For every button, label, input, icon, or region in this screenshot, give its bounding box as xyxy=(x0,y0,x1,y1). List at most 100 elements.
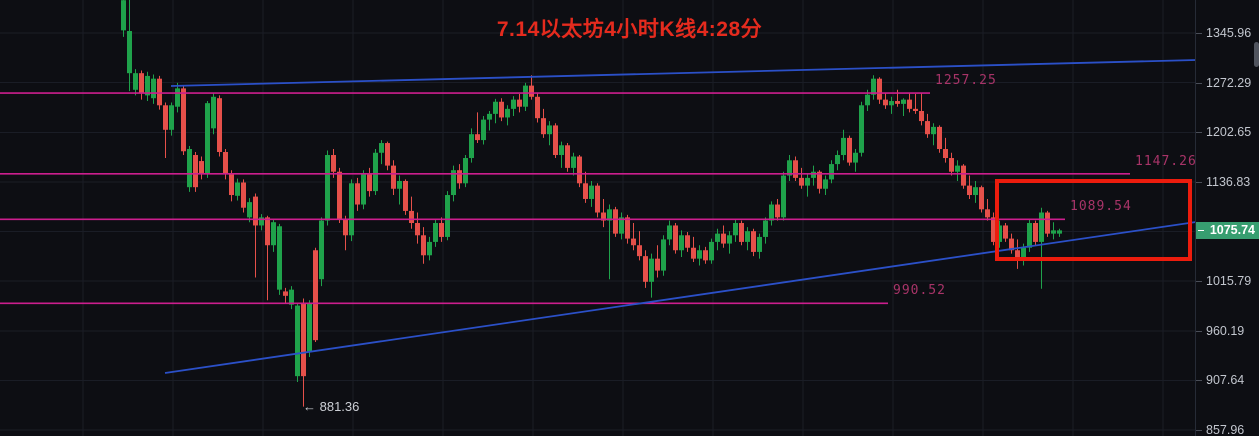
candle-body xyxy=(355,183,360,205)
axis-price-label: 1272.29 xyxy=(1206,76,1252,90)
candle-body xyxy=(331,155,336,172)
candle-body xyxy=(301,302,306,377)
candle-body xyxy=(637,245,642,257)
candle-body xyxy=(985,209,990,218)
candle-body xyxy=(145,75,150,96)
candle-body xyxy=(1057,230,1062,234)
candle-body xyxy=(169,105,174,130)
candle-body xyxy=(253,196,258,226)
candle-body xyxy=(607,209,612,221)
candle-body xyxy=(691,247,696,259)
candle-body xyxy=(883,99,888,106)
candle-body xyxy=(181,88,186,152)
candle-body xyxy=(847,137,852,163)
candle-body xyxy=(601,212,606,221)
candle-body xyxy=(511,99,516,109)
candle-body xyxy=(853,152,858,163)
candle-body xyxy=(235,182,240,196)
axis-price-label: 1015.79 xyxy=(1206,274,1252,288)
candle-body xyxy=(499,101,504,118)
candle-body xyxy=(205,103,210,175)
candle-body xyxy=(721,233,726,244)
candle-body xyxy=(199,161,204,175)
axis-tick xyxy=(1196,281,1202,282)
candle-body xyxy=(121,0,126,31)
low-price-annotation: ← 881.36 xyxy=(303,399,360,414)
candle-body xyxy=(775,204,780,218)
candle-body xyxy=(781,175,786,218)
candle-body xyxy=(421,235,426,256)
scrollbar-thumb[interactable] xyxy=(1254,42,1259,67)
upper-trendline[interactable] xyxy=(170,59,1196,87)
candle-body xyxy=(655,258,660,271)
axis-price-label: 857.96 xyxy=(1206,423,1245,436)
candle-body xyxy=(1015,250,1020,259)
level-label: 1147.26 xyxy=(1135,153,1197,169)
current-price-label: 1075.74 xyxy=(1196,222,1259,240)
candle-body xyxy=(1021,247,1026,259)
candle-body xyxy=(397,180,402,189)
candle-body xyxy=(643,256,648,282)
candle-body xyxy=(229,173,234,196)
candle-body xyxy=(265,217,270,246)
candle-body xyxy=(487,113,492,120)
candle-body xyxy=(1039,212,1044,242)
candle-body xyxy=(841,137,846,156)
candle-body xyxy=(631,238,636,246)
candle-body xyxy=(661,239,666,271)
candle-body xyxy=(829,164,834,180)
axis-price-label: 1202.65 xyxy=(1206,125,1252,139)
candle-body xyxy=(559,145,564,156)
candle-body xyxy=(553,125,558,156)
candle-body xyxy=(313,250,318,341)
candle-body xyxy=(565,145,570,168)
candle-body xyxy=(811,171,816,178)
axis-price-label: 960.19 xyxy=(1206,324,1245,338)
highlight-box[interactable] xyxy=(995,179,1192,261)
candle-body xyxy=(979,187,984,210)
candle-body xyxy=(343,218,348,236)
candle-body xyxy=(895,101,900,104)
candlestick-canvas[interactable] xyxy=(0,0,1196,436)
candle-body xyxy=(937,126,942,150)
level-label: 1257.25 xyxy=(935,73,997,89)
candle-body xyxy=(931,126,936,135)
candle-body xyxy=(577,156,582,184)
candle-body xyxy=(907,99,912,109)
candle-body xyxy=(1033,223,1038,242)
candle-body xyxy=(949,158,954,172)
candle-body xyxy=(157,78,162,106)
candle-body xyxy=(673,225,678,251)
candle-body xyxy=(649,258,654,282)
candle-body xyxy=(703,250,708,261)
candle-body xyxy=(625,217,630,239)
candle-body xyxy=(289,289,294,305)
candle-body xyxy=(505,108,510,118)
lower-trendline[interactable] xyxy=(164,221,1196,374)
candle-body xyxy=(193,155,198,188)
candle-body xyxy=(133,73,138,90)
candle-body xyxy=(739,223,744,242)
candle-body xyxy=(283,291,288,296)
candle-body xyxy=(445,195,450,237)
candle-body xyxy=(1051,230,1056,234)
price-axis[interactable]: 1345.96 1272.29 1202.65 1136.83 1015.79 960.1… xyxy=(1195,0,1259,436)
axis-price-label: 907.64 xyxy=(1206,373,1245,387)
candle-body xyxy=(295,305,300,377)
candle-body xyxy=(481,119,486,141)
candle-body xyxy=(127,31,132,74)
candle-body xyxy=(241,182,246,208)
candle-body xyxy=(175,88,180,107)
axis-tick xyxy=(1196,331,1202,332)
candle-body xyxy=(889,101,894,106)
candle-body xyxy=(139,73,144,93)
candle-body xyxy=(589,185,594,199)
candle-body xyxy=(535,96,540,119)
candle-body xyxy=(385,143,390,166)
candle-body xyxy=(955,165,960,172)
candle-body xyxy=(787,160,792,176)
candle-body xyxy=(373,152,378,192)
candle-body xyxy=(619,217,624,234)
candle-body xyxy=(367,173,372,192)
